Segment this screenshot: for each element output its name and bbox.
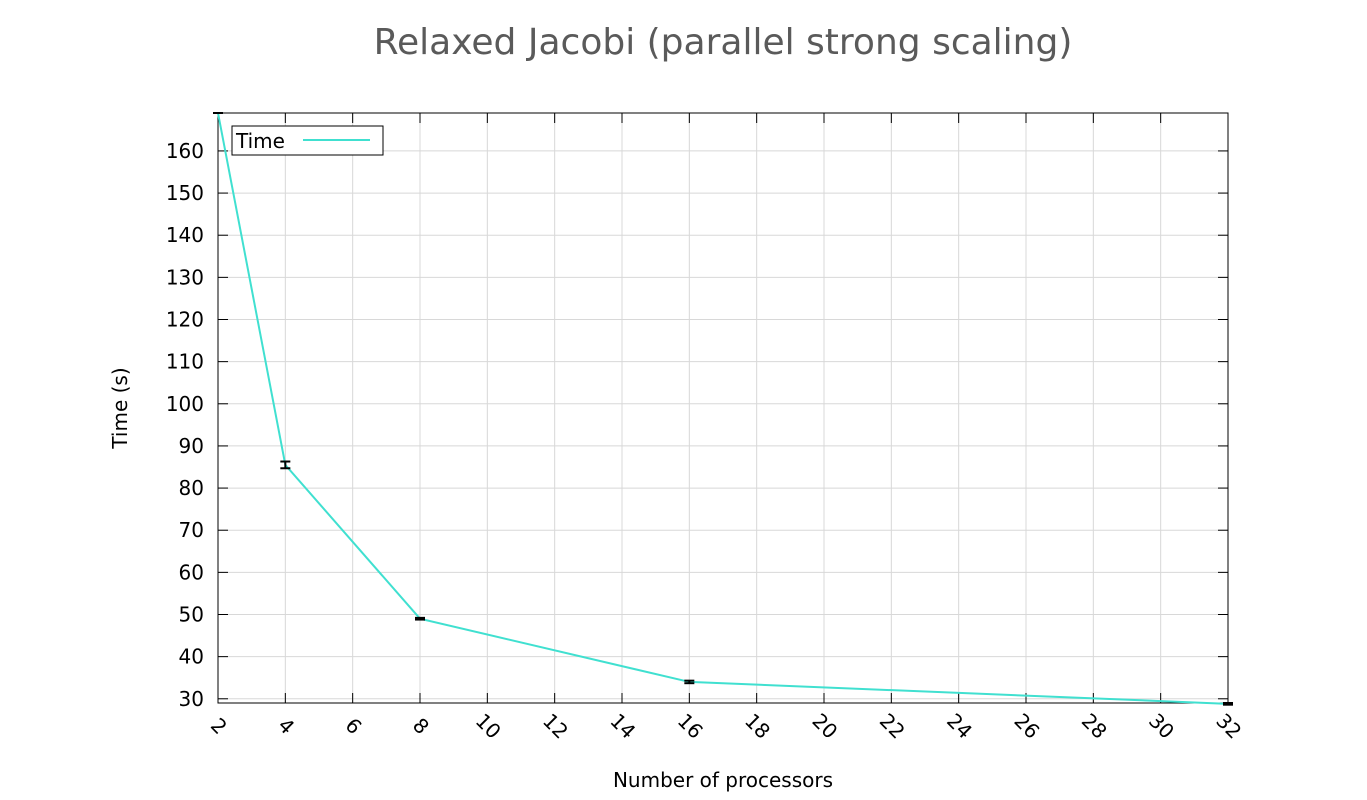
y-tick-label: 40 bbox=[179, 645, 204, 669]
plot-frame bbox=[217, 112, 1229, 704]
y-tick-label: 130 bbox=[166, 265, 204, 289]
x-tick-label: 22 bbox=[875, 709, 910, 744]
y-tick-label: 110 bbox=[166, 350, 204, 374]
y-tick-label: 90 bbox=[179, 434, 204, 458]
x-tick-label: 2 bbox=[206, 713, 232, 739]
y-tick-label: 30 bbox=[179, 687, 204, 711]
ticks bbox=[217, 113, 1229, 703]
data-point bbox=[415, 616, 425, 621]
series-layer bbox=[213, 112, 1233, 706]
x-axis-label: Number of processors bbox=[613, 768, 833, 792]
x-tick-label: 32 bbox=[1211, 709, 1246, 744]
x-tick-label: 26 bbox=[1009, 709, 1044, 744]
data-point bbox=[684, 679, 695, 685]
x-tick-label: 12 bbox=[538, 709, 573, 744]
y-tick-label: 120 bbox=[166, 308, 204, 332]
legend: Time bbox=[231, 125, 384, 156]
x-tick-label: 8 bbox=[408, 713, 434, 739]
y-tick-label: 50 bbox=[179, 603, 204, 627]
x-tick-label: 28 bbox=[1077, 709, 1112, 744]
y-tick-label: 70 bbox=[179, 518, 204, 542]
x-tick-label: 18 bbox=[740, 709, 775, 744]
x-tick-label: 6 bbox=[341, 713, 367, 739]
x-tick-label: 16 bbox=[673, 709, 708, 744]
y-tick-label: 140 bbox=[166, 223, 204, 247]
tick-labels: 2 4 6 8 10 12 14 16 18 20 22 24 26 28 30 32304050607080… bbox=[166, 139, 1247, 744]
series-line bbox=[217, 112, 1229, 705]
x-tick-label: 4 bbox=[273, 713, 299, 739]
x-tick-label: 14 bbox=[605, 709, 640, 744]
y-axis-label: Time (s) bbox=[108, 367, 132, 449]
x-tick-label: 10 bbox=[471, 709, 506, 744]
data-point bbox=[280, 460, 291, 470]
y-tick-label: 60 bbox=[179, 560, 204, 584]
legend-label: Time bbox=[235, 129, 285, 153]
x-tick-label: 30 bbox=[1144, 709, 1179, 744]
data-point bbox=[1223, 702, 1233, 706]
x-tick-label: 24 bbox=[942, 709, 977, 744]
grid bbox=[217, 113, 1229, 703]
x-tick-label: 20 bbox=[807, 709, 842, 744]
y-tick-label: 150 bbox=[166, 181, 204, 205]
y-tick-label: 160 bbox=[166, 139, 204, 163]
y-tick-label: 80 bbox=[179, 476, 204, 500]
chart-title: Relaxed Jacobi (parallel strong scaling) bbox=[373, 22, 1073, 63]
y-tick-label: 100 bbox=[166, 392, 204, 416]
